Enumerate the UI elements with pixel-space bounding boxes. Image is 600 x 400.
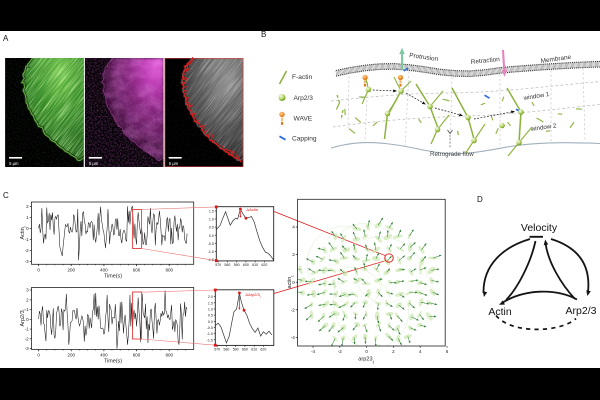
svg-text:-1.0: -1.0 bbox=[208, 250, 214, 254]
svg-text:Retraction: Retraction bbox=[470, 56, 500, 66]
svg-text:1: 1 bbox=[26, 307, 29, 312]
svg-text:620: 620 bbox=[261, 263, 267, 267]
svg-text:0: 0 bbox=[365, 349, 368, 354]
svg-text:Actini: Actini bbox=[20, 226, 27, 239]
svg-text:0.5: 0.5 bbox=[209, 226, 214, 230]
svg-text:Arp2/3i: Arp2/3i bbox=[20, 309, 27, 326]
svg-text:-3: -3 bbox=[25, 346, 29, 351]
svg-text:Arp2/3: Arp2/3 bbox=[566, 305, 597, 317]
svg-text:-3: -3 bbox=[25, 259, 29, 264]
svg-text:-2: -2 bbox=[25, 336, 29, 341]
svg-text:0.0: 0.0 bbox=[209, 234, 214, 238]
svg-text:Actin: Actin bbox=[488, 306, 512, 318]
svg-text:600: 600 bbox=[133, 353, 141, 358]
svg-text:580: 580 bbox=[224, 263, 230, 267]
svg-text:0: 0 bbox=[37, 353, 40, 358]
svg-text:1.5: 1.5 bbox=[208, 301, 213, 305]
svg-text:-1.5: -1.5 bbox=[207, 338, 213, 342]
svg-text:-2: -2 bbox=[291, 307, 296, 312]
svg-text:-1.0: -1.0 bbox=[207, 332, 213, 336]
svg-text:Arp2/3: Arp2/3 bbox=[294, 95, 314, 102]
svg-text:800: 800 bbox=[165, 268, 173, 273]
svg-text:0: 0 bbox=[292, 280, 295, 285]
svg-text:1: 1 bbox=[26, 215, 29, 220]
svg-text:-1: -1 bbox=[25, 327, 29, 332]
svg-text:0.5: 0.5 bbox=[208, 314, 213, 318]
svg-text:6: 6 bbox=[446, 349, 449, 354]
svg-text:Protrusion: Protrusion bbox=[409, 52, 439, 63]
svg-text:400: 400 bbox=[100, 268, 108, 273]
svg-text:600: 600 bbox=[243, 263, 249, 267]
svg-text:WAVE: WAVE bbox=[294, 116, 313, 123]
svg-text:2: 2 bbox=[26, 204, 29, 209]
svg-text:570: 570 bbox=[215, 263, 221, 267]
svg-text:2: 2 bbox=[292, 252, 295, 257]
svg-text:5 µm: 5 µm bbox=[169, 161, 179, 166]
svg-text:600: 600 bbox=[242, 347, 248, 351]
svg-text:actint: actint bbox=[287, 275, 295, 289]
svg-text:-0.5: -0.5 bbox=[207, 326, 213, 330]
svg-text:590: 590 bbox=[234, 263, 240, 267]
svg-text:ΔActin: ΔActin bbox=[246, 207, 258, 212]
svg-text:570: 570 bbox=[214, 347, 220, 351]
svg-text:C: C bbox=[3, 191, 9, 200]
svg-text:1.0: 1.0 bbox=[209, 218, 214, 222]
svg-text:A: A bbox=[3, 34, 9, 43]
svg-text:580: 580 bbox=[223, 347, 229, 351]
svg-text:-2: -2 bbox=[25, 248, 29, 253]
svg-text:window 1: window 1 bbox=[522, 91, 550, 102]
svg-text:0.0: 0.0 bbox=[208, 320, 213, 324]
svg-text:610: 610 bbox=[251, 347, 257, 351]
svg-text:-1: -1 bbox=[25, 237, 29, 242]
svg-text:arp23t: arp23t bbox=[358, 357, 374, 365]
svg-text:3: 3 bbox=[26, 288, 29, 293]
svg-text:4: 4 bbox=[419, 349, 422, 354]
svg-text:B: B bbox=[261, 30, 266, 39]
svg-text:Capping: Capping bbox=[292, 136, 317, 143]
svg-text:200: 200 bbox=[67, 268, 75, 273]
svg-text:Time(s): Time(s) bbox=[104, 274, 122, 280]
svg-text:0: 0 bbox=[37, 268, 40, 273]
svg-text:620: 620 bbox=[260, 347, 266, 351]
svg-text:610: 610 bbox=[252, 263, 258, 267]
svg-text:800: 800 bbox=[165, 353, 173, 358]
svg-text:400: 400 bbox=[100, 353, 108, 358]
svg-text:1.0: 1.0 bbox=[208, 308, 213, 312]
svg-text:1.5: 1.5 bbox=[209, 210, 214, 214]
svg-text:5 µm: 5 µm bbox=[89, 161, 99, 166]
svg-text:5 µm: 5 µm bbox=[9, 161, 19, 166]
svg-text:D: D bbox=[477, 195, 483, 204]
svg-text:2.0: 2.0 bbox=[208, 295, 213, 299]
svg-text:window 2: window 2 bbox=[529, 122, 557, 133]
svg-text:Retrograde flow: Retrograde flow bbox=[430, 151, 474, 158]
svg-text:0: 0 bbox=[26, 317, 29, 322]
svg-text:2: 2 bbox=[26, 297, 29, 302]
svg-text:590: 590 bbox=[233, 347, 239, 351]
svg-text:600: 600 bbox=[133, 268, 141, 273]
svg-text:Membrane: Membrane bbox=[540, 54, 572, 65]
svg-text:-2: -2 bbox=[338, 349, 343, 354]
svg-text:4: 4 bbox=[292, 225, 295, 230]
svg-text:Velocity: Velocity bbox=[521, 222, 558, 234]
svg-text:-4: -4 bbox=[291, 335, 296, 340]
svg-text:200: 200 bbox=[67, 353, 75, 358]
svg-text:F-actin: F-actin bbox=[292, 74, 312, 81]
svg-text:-4: -4 bbox=[311, 349, 316, 354]
svg-text:-0.5: -0.5 bbox=[208, 242, 214, 246]
svg-text:0: 0 bbox=[26, 226, 29, 231]
svg-text:ΔArp2/3i: ΔArp2/3i bbox=[245, 292, 260, 299]
svg-text:2: 2 bbox=[392, 349, 395, 354]
svg-text:Time(s): Time(s) bbox=[104, 359, 122, 365]
